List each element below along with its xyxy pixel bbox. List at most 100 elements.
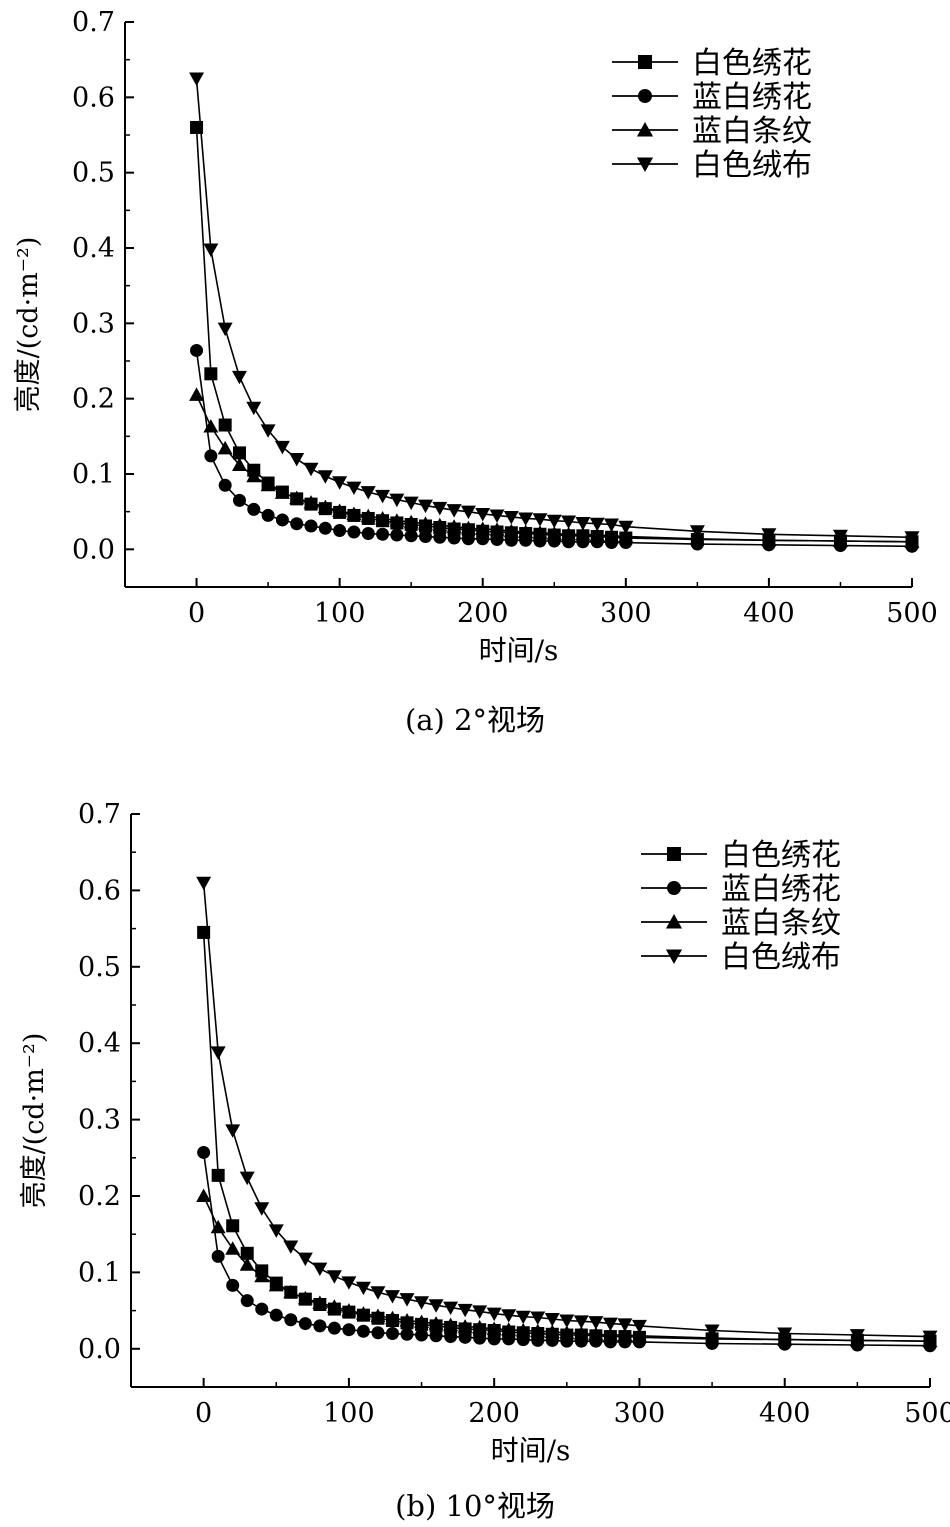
data-point <box>232 493 246 507</box>
data-point <box>476 532 490 546</box>
data-point <box>575 516 591 531</box>
data-point <box>341 1276 357 1290</box>
data-point <box>922 1330 938 1345</box>
y-tick-label: 0.7 <box>72 7 115 38</box>
x-tick-label: 200 <box>468 1398 520 1429</box>
chart-a-svg: 0.0 0.1 0.2 0.3 0.4 0.5 0.6 0.7 0 100 200 300 400 500… <box>13 7 938 667</box>
legend-marker <box>665 913 683 929</box>
data-point <box>589 517 605 532</box>
y-tick-label: 0.3 <box>78 1105 121 1136</box>
data-point <box>268 1224 284 1238</box>
data-point <box>356 1324 370 1338</box>
data-point <box>515 1322 531 1337</box>
legend-label: 白色绣花 <box>721 838 841 873</box>
y-tick-label: 0.5 <box>78 952 121 983</box>
data-point <box>617 1318 633 1332</box>
data-point <box>355 1281 371 1296</box>
data-point <box>240 1294 254 1308</box>
data-point <box>375 489 391 504</box>
data-point <box>443 1301 459 1316</box>
data-point <box>446 519 462 533</box>
data-point <box>575 526 591 541</box>
y-tick-label: 0.0 <box>72 534 115 565</box>
y-tick-label: 0.0 <box>78 1334 121 1365</box>
data-point <box>561 515 577 529</box>
x-tick-label: 0 <box>188 598 205 629</box>
data-point <box>254 1268 270 1283</box>
legend-marker <box>636 157 654 173</box>
y-tick-label: 0.2 <box>78 1181 121 1212</box>
data-point <box>268 1277 284 1292</box>
data-point <box>370 1286 386 1300</box>
data-point <box>444 1330 458 1344</box>
data-point <box>530 1323 546 1338</box>
legend-label: 白色绣花 <box>692 46 812 81</box>
data-point <box>472 1319 488 1334</box>
data-point <box>332 476 348 490</box>
data-point <box>385 1327 399 1341</box>
data-point <box>428 1299 444 1313</box>
data-point <box>303 462 319 477</box>
data-point <box>376 527 390 541</box>
y-tick-label: 0.5 <box>72 158 115 189</box>
data-point <box>544 1313 560 1327</box>
legend-label: 蓝白绣花 <box>692 80 812 115</box>
data-point <box>189 72 205 86</box>
data-point <box>404 529 418 543</box>
data-point <box>414 1314 430 1329</box>
data-point <box>458 1330 472 1344</box>
data-point <box>503 523 519 538</box>
data-point <box>231 370 247 385</box>
data-point <box>303 495 319 509</box>
data-point <box>239 1171 255 1186</box>
data-point <box>415 1328 429 1342</box>
data-point <box>261 508 275 522</box>
data-point <box>604 518 619 532</box>
data-point <box>472 1305 488 1319</box>
x-tick-label: 500 <box>904 1398 950 1429</box>
chart-b-svg: 0.0 0.1 0.2 0.3 0.4 0.5 0.6 0.7 0 100 200 300 400 500… <box>19 799 950 1467</box>
legend-marker <box>638 55 652 69</box>
data-point <box>260 424 276 438</box>
data-point <box>704 1324 720 1338</box>
data-point <box>347 525 361 539</box>
y-tick-label: 0.7 <box>78 799 121 830</box>
data-point <box>361 527 375 541</box>
data-point <box>297 1290 313 1305</box>
data-point <box>544 1324 560 1338</box>
data-point <box>313 1319 327 1333</box>
x-tick-label: 100 <box>314 598 366 629</box>
legend-marker <box>667 881 681 895</box>
data-point <box>312 1262 328 1277</box>
data-point <box>573 1315 589 1329</box>
data-point <box>318 521 332 535</box>
data-point <box>247 502 261 516</box>
data-point <box>432 501 448 516</box>
data-point <box>532 513 548 527</box>
data-point <box>283 1240 299 1254</box>
data-point <box>849 1329 865 1343</box>
data-point <box>618 520 634 535</box>
data-point <box>342 1323 356 1337</box>
data-point <box>904 531 920 545</box>
data-point <box>239 1257 255 1271</box>
x-tick-label: 300 <box>614 1398 666 1429</box>
data-point <box>333 524 347 537</box>
data-point <box>385 1310 400 1325</box>
data-point <box>341 1303 357 1317</box>
data-point <box>389 513 405 527</box>
data-point <box>689 525 705 539</box>
data-point <box>487 1332 501 1346</box>
data-point <box>589 527 605 541</box>
y-tick-label: 0.3 <box>72 308 115 339</box>
data-point <box>429 1329 443 1343</box>
data-point <box>332 503 348 517</box>
data-point <box>203 419 219 433</box>
data-point <box>390 528 404 542</box>
data-point <box>518 524 534 538</box>
data-point <box>418 516 433 530</box>
data-point <box>489 509 505 523</box>
y-tick-label: 0.4 <box>78 1028 121 1059</box>
legend-marker <box>636 121 654 137</box>
y-tick-label: 0.4 <box>72 233 115 264</box>
